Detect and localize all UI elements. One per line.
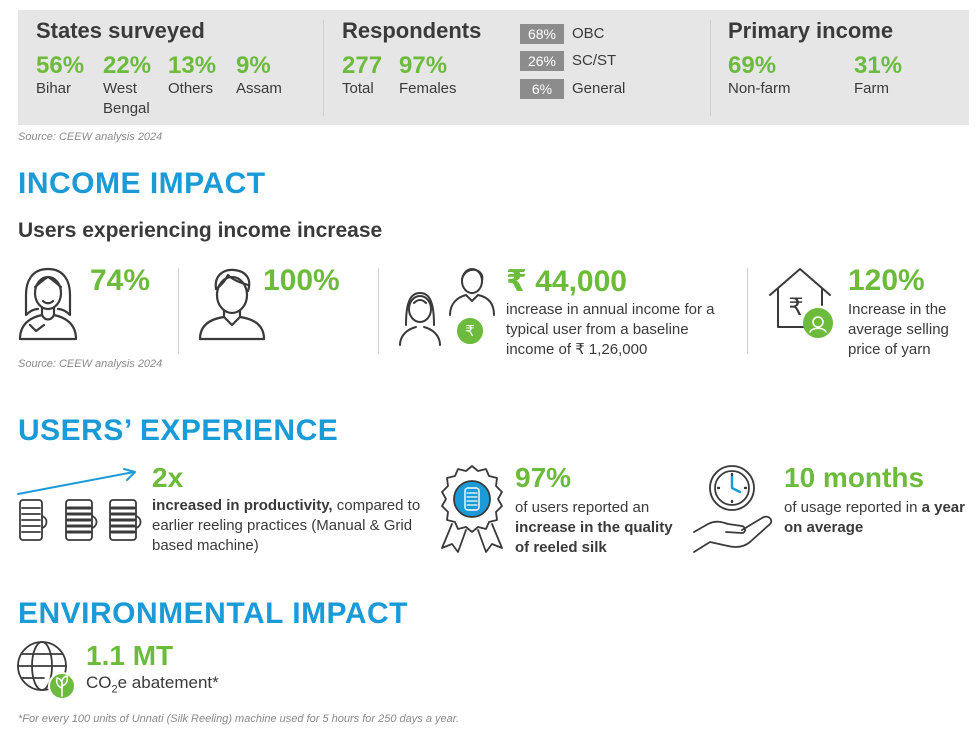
caste-scst-label: SC/ST — [572, 52, 617, 69]
quality-rest: of users reported an — [515, 499, 650, 516]
income-impact-heading: INCOME IMPACT — [18, 167, 266, 200]
usage-bold: a year on average — [784, 499, 965, 536]
state-label-others: Others — [168, 80, 214, 97]
women-income-pct: 74% — [90, 264, 151, 297]
income-nonfarm-label: Non-farm — [728, 80, 791, 97]
house-rupee-icon: ₹ — [766, 265, 838, 341]
demographics-band — [18, 10, 969, 125]
footnote: *For every 100 units of Unnati (Silk Ree… — [18, 713, 460, 725]
woman-icon — [16, 265, 80, 341]
co2-label-pre: CO — [86, 673, 112, 692]
income-title: Primary income — [728, 18, 894, 43]
states-title: States surveyed — [36, 18, 205, 43]
co2-label-post: e abatement* — [117, 673, 219, 692]
income-farm-value: 31% — [854, 52, 903, 79]
state-value-assam: 9% — [236, 52, 271, 79]
co2-label-sub: 2 — [111, 683, 118, 696]
co2-label: CO2e abatement* — [86, 673, 219, 695]
usage-rest: of usage reported in — [784, 499, 922, 516]
globe-leaf-icon — [14, 638, 78, 702]
productivity-value: 2x — [152, 462, 184, 493]
source-note: Source: CEEW analysis 2024 — [18, 131, 163, 143]
state-label-assam: Assam — [236, 80, 282, 97]
usage-value: 10 months — [784, 462, 925, 493]
respondents-females-label: Females — [399, 80, 457, 97]
state-label-bihar: Bihar — [36, 80, 72, 97]
clock-hand-icon — [692, 462, 776, 558]
svg-text:₹: ₹ — [788, 293, 803, 321]
annual-income-text: increase in annual income for a typical … — [506, 301, 715, 358]
caste-general-label: General — [572, 80, 626, 97]
respondents-total-label: Total — [342, 80, 374, 97]
yarn-price-text: Increase in the average selling price of… — [848, 301, 949, 358]
users-experience-heading: USERS’ EXPERIENCE — [18, 414, 339, 447]
productivity-bold: increased in productivity, — [152, 497, 333, 514]
productivity-text: increased in productivity, compared to e… — [152, 496, 422, 556]
quality-value: 97% — [515, 462, 572, 493]
income-divider — [747, 268, 748, 354]
income-divider — [378, 268, 379, 354]
source-note: Source: CEEW analysis 2024 — [18, 358, 163, 370]
silk-reels-icon — [14, 466, 150, 546]
state-label-west-bengal: West Bengal — [103, 80, 150, 117]
annual-income-value: ₹ 44,000 — [506, 265, 627, 298]
band-divider — [323, 20, 324, 116]
band-divider — [710, 20, 711, 116]
income-divider — [178, 268, 179, 354]
quality-bold: increase in the quality of reeled silk — [515, 519, 673, 556]
svg-text:₹: ₹ — [465, 322, 475, 340]
respondents-females-value: 97% — [399, 52, 448, 79]
state-value-others: 13% — [168, 52, 217, 79]
state-value-west-bengal: 22% — [103, 52, 152, 79]
productivity-rest: compared to earlier reeling practices (M… — [152, 497, 421, 554]
co2-value: 1.1 MT — [86, 640, 174, 671]
usage-text: of usage reported in a year on average — [784, 498, 969, 538]
yarn-price-value: 120% — [848, 264, 925, 297]
caste-obc-value: 68% — [520, 24, 564, 44]
caste-obc-label: OBC — [572, 25, 605, 42]
men-income-pct: 100% — [263, 264, 340, 297]
man-icon — [196, 265, 268, 341]
respondents-total-value: 277 — [342, 52, 383, 79]
environmental-impact-heading: ENVIRONMENTAL IMPACT — [18, 597, 408, 630]
income-nonfarm-value: 69% — [728, 52, 777, 79]
income-farm-label: Farm — [854, 80, 889, 97]
respondents-title: Respondents — [342, 18, 482, 43]
couple-rupee-icon: ₹ — [398, 265, 498, 347]
income-increase-subheading: Users experiencing income increase — [18, 219, 383, 242]
state-value-bihar: 56% — [36, 52, 85, 79]
caste-general-value: 6% — [520, 79, 564, 99]
caste-scst-value: 26% — [520, 51, 564, 71]
quality-badge-icon — [436, 462, 508, 554]
quality-text: of users reported an increase in the qua… — [515, 498, 675, 558]
